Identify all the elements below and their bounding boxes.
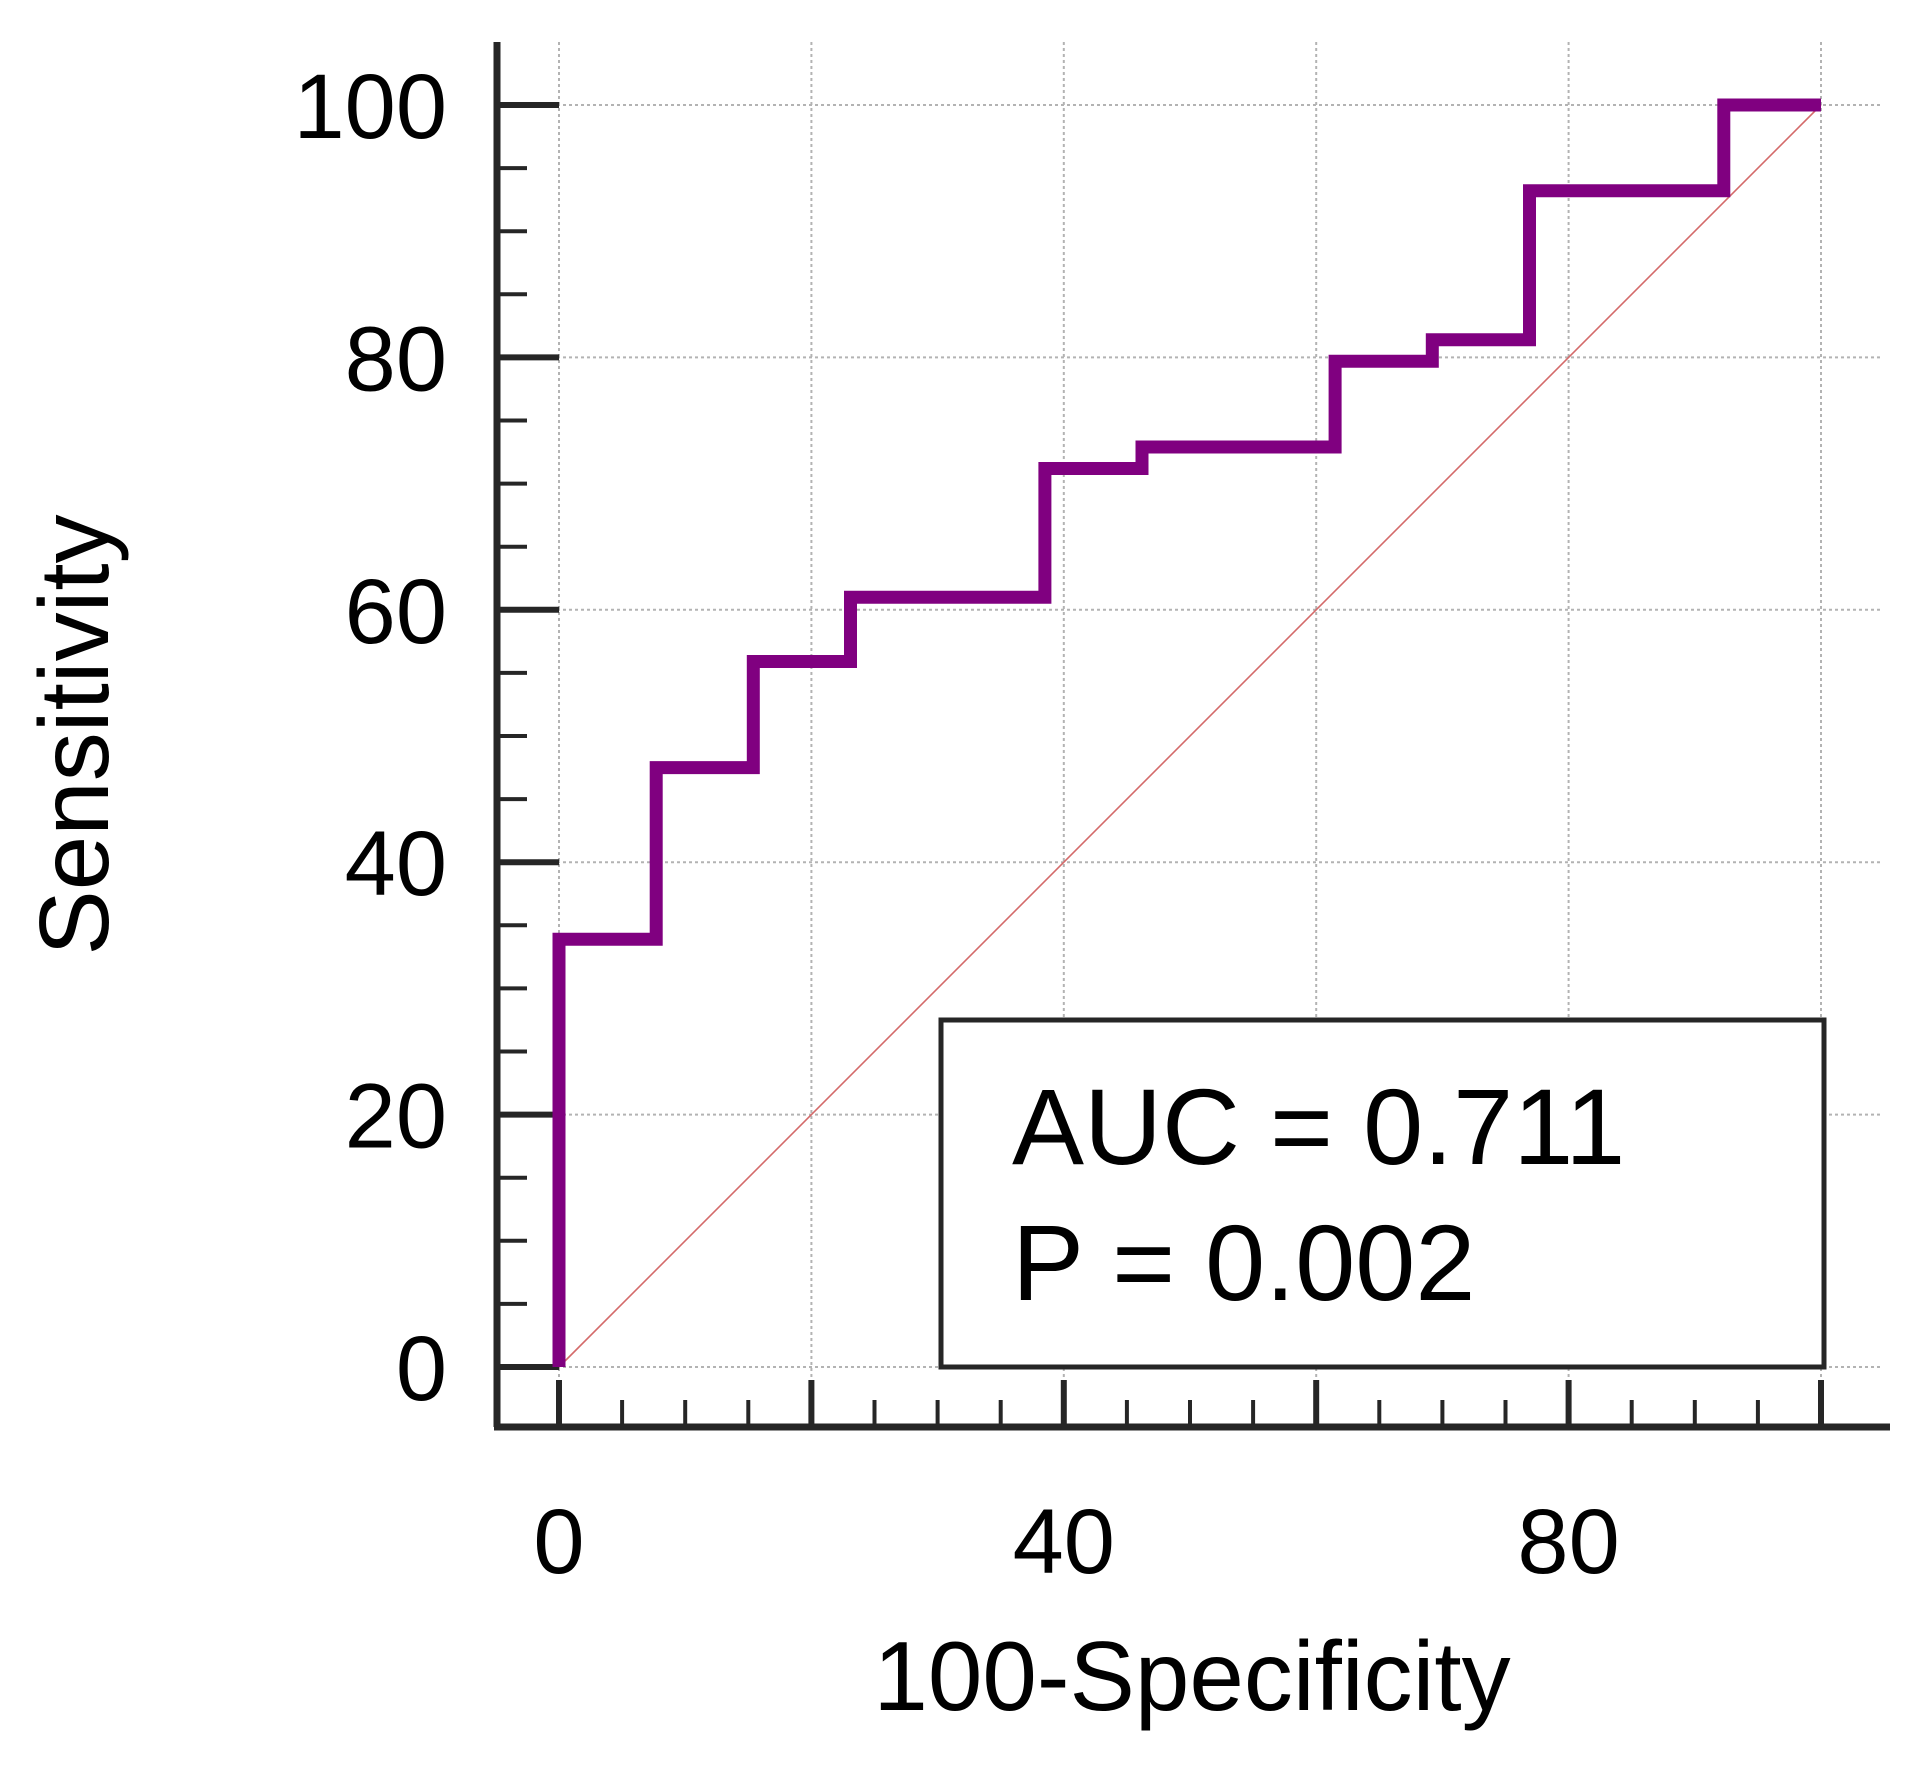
auc-text: AUC = 0.711	[1012, 1066, 1625, 1187]
x-tick-label: 80	[1517, 1491, 1619, 1593]
y-tick-label: 40	[345, 813, 447, 915]
tick-labels: 0 20 40 60 80 100 0 40 80	[294, 56, 1620, 1593]
y-axis-title: Sensitivity	[19, 514, 129, 955]
y-tick-label: 80	[345, 308, 447, 410]
x-tick-label: 40	[1013, 1491, 1115, 1593]
y-tick-label: 0	[396, 1318, 447, 1420]
grid	[497, 42, 1880, 1427]
y-tick-label: 60	[345, 561, 447, 663]
y-tick-label: 100	[294, 56, 448, 158]
reference-diagonal-line	[558, 104, 1822, 1368]
roc-curve-line	[552, 98, 1821, 1367]
p-value-text: P = 0.002	[1012, 1202, 1475, 1323]
annotation-box	[938, 1017, 1827, 1370]
x-axis-title: 100-Specificity	[873, 1621, 1510, 1731]
y-tick-label: 20	[345, 1066, 447, 1168]
x-tick-label: 0	[533, 1491, 584, 1593]
axis-ticks	[497, 102, 1824, 1427]
